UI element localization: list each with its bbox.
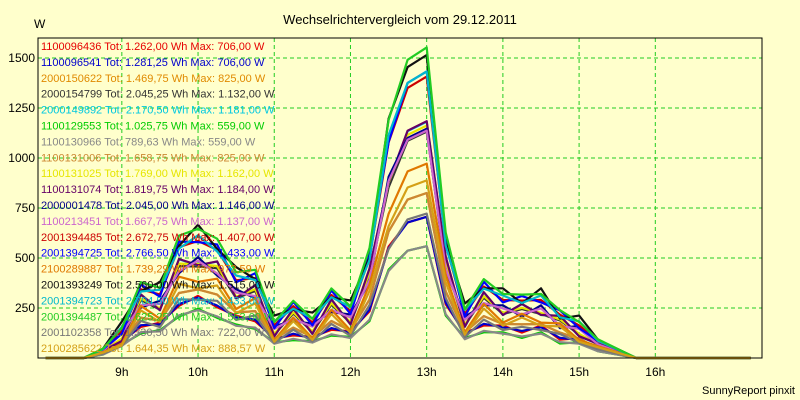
y-axis-ticks: 250 500 750 1000 1250 1500: [8, 51, 35, 315]
series-line-20: [45, 179, 751, 360]
legend-entry: 2001394487 Tot: 2.625,25 Wh Max: 1.553,0…: [41, 311, 275, 323]
legend-entry: 2001394485 Tot: 2.672,75 Wh Max: 1.407,0…: [41, 232, 275, 244]
footer-credit: SunnyReport pinxit: [702, 385, 795, 397]
legend-entry: 2001394725 Tot: 2.766,50 Wh Max: 1.433,0…: [41, 248, 275, 260]
legend-entry: 2100285622 Tot: 1.644,35 Wh Max: 888,57 …: [41, 343, 266, 355]
x-tick-label: 14h: [493, 365, 513, 379]
legend-entry: 2000149892 Tot: 2.170,50 Wh Max: 1.181,0…: [41, 105, 275, 117]
legend-entry: 2001394723 Tot: 2.704,50 Wh Max: 1.433,0…: [41, 295, 275, 307]
legend-entry: 1100131025 Tot: 1.769,00 Wh Max: 1.162,0…: [41, 168, 274, 180]
x-tick-label: 11h: [265, 365, 284, 379]
chart-title: Wechselrichtervergleich vom 29.12.2011: [283, 12, 517, 27]
y-tick-label: 750: [15, 201, 35, 215]
y-tick-label: 500: [15, 251, 35, 265]
x-tick-label: 13h: [417, 365, 437, 379]
legend-entry: 1100131006 Tot: 1.658,75 Wh Max: 825,00 …: [41, 152, 265, 164]
legend-entry: 2000150622 Tot: 1.469,75 Wh Max: 825,00 …: [41, 73, 266, 85]
legend-entry: 1100213451 Tot: 1.667,75 Wh Max: 1.137,0…: [41, 216, 274, 228]
x-tick-label: 10h: [188, 365, 208, 379]
legend-entry: 2001393249 Tot: 2.560,00 Wh Max: 1.515,0…: [41, 280, 275, 292]
legend-entry: 1100130966 Tot: 789,63 Wh Max: 559,00 W: [41, 136, 256, 148]
y-tick-label: 250: [15, 301, 35, 315]
legend-entry: 1100131074 Tot: 1.819,75 Wh Max: 1.184,0…: [41, 184, 274, 196]
x-tick-label: 9h: [115, 365, 128, 379]
legend-entry: 1100129553 Tot: 1.025,75 Wh Max: 559,00 …: [41, 121, 265, 133]
legend-entry: 2000154799 Tot: 2.045,25 Wh Max: 1.132,0…: [41, 89, 275, 101]
y-axis-unit: W: [34, 17, 46, 31]
legend-entry: 2001102358 Tot: 1.330,50 Wh Max: 722,00 …: [41, 327, 265, 339]
legend-entry: 1100096541 Tot: 1.281,25 Wh Max: 706,00 …: [41, 57, 265, 69]
legend: 1100096436 Tot: 1.262,00 Wh Max: 706,00 …: [41, 41, 275, 355]
legend-entry: 2000001478 Tot: 2.045,00 Wh Max: 1.146,0…: [41, 200, 275, 212]
y-tick-label: 1000: [8, 151, 35, 165]
x-axis-ticks: 9h 10h 11h 12h 13h 14h 15h 16h: [115, 365, 665, 379]
plot-frame: [37, 37, 763, 359]
x-tick-label: 16h: [645, 365, 665, 379]
y-tick-label: 1500: [8, 51, 35, 65]
y-tick-label: 1250: [8, 101, 35, 115]
series-lines: [45, 46, 751, 360]
legend-entry: 1100096436 Tot: 1.262,00 Wh Max: 706,00 …: [41, 41, 265, 53]
x-tick-label: 12h: [340, 365, 360, 379]
legend-entry: 2100289887 Tot: 1.739,29 Wh Max: 972,59 …: [41, 264, 266, 276]
x-tick-label: 15h: [569, 365, 589, 379]
